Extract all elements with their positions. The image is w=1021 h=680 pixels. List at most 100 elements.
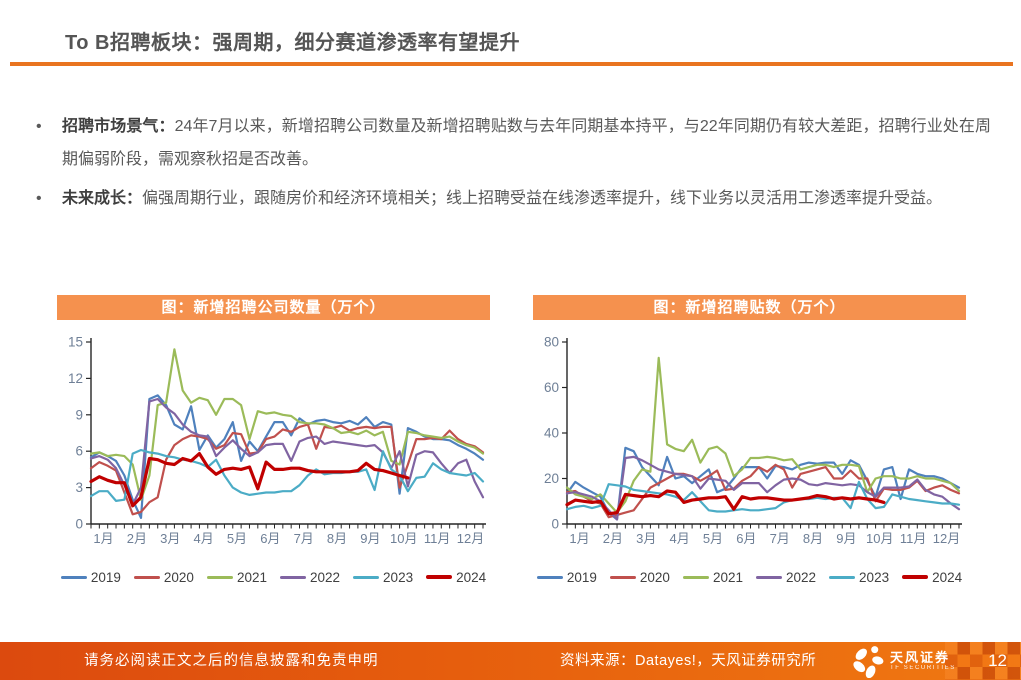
x-tick-label: 7月 (294, 531, 314, 546)
legend-item-2019: 2019 (60, 569, 121, 585)
y-tick-label: 6 (75, 444, 83, 459)
legend-swatch-2023 (829, 575, 856, 579)
x-tick-label: 1月 (93, 531, 113, 546)
legend-label-2022: 2022 (310, 569, 341, 585)
bullet-marker: • (36, 118, 42, 135)
chart-canvas: 0 20 40 60 80 1月 2月 3月 4月 5月 6月 7月 8月 9月 10月 11月 12月 (544, 335, 962, 546)
footer-mosaic (945, 642, 1021, 680)
x-tick-label: 6月 (260, 531, 280, 546)
legend-label-2023: 2023 (383, 569, 414, 585)
legend-swatch-2021 (682, 575, 709, 579)
x-tick-label: 4月 (669, 531, 689, 546)
bullet-item-growth: • 未来成长：偏强周期行业，跟随房价和经济环境相关；线上招聘受益在线渗透率提升，… (36, 182, 991, 215)
legend-swatch-2020 (609, 575, 636, 579)
chart-canvas: 0 3 6 9 12 15 1月 2月 3月 4月 5月 6月 7月 8月 9月 10月 11月 12月 (68, 335, 486, 546)
brand-name: 天风证券 (890, 650, 951, 666)
tf-securities-logo: 天风证券 TF SECURITIES (851, 645, 956, 678)
y-tick-label: 60 (544, 380, 559, 395)
tf-logo-icon (853, 646, 884, 678)
chart-panel-companies: 图：新增招聘公司数量（万个） 0 3 6 9 12 15 1月 2月 3月 4月 5月 6月 7月 8月 9… (57, 295, 490, 587)
legend-label-2020: 2020 (639, 569, 670, 585)
x-tick-label: 11月 (900, 531, 927, 546)
series-line-2021 (565, 356, 961, 514)
bullet-body: 偏强周期行业，跟随房价和经济环境相关；线上招聘受益在线渗透率提升，线下业务以灵活… (142, 190, 943, 207)
bullet-list: • 招聘市场景气：24年7月以来，新增招聘公司数量及新增招聘贴数与去年同期基本持… (36, 110, 991, 221)
footer-disclaimer: 请务必阅读正文之后的信息披露和免责申明 (84, 653, 379, 669)
x-tick-label: 3月 (636, 531, 656, 546)
bullet-lead: 招聘市场景气： (62, 118, 175, 135)
page-number: 12 (988, 651, 1007, 670)
y-tick-label: 40 (544, 426, 559, 441)
x-tick-label: 11月 (424, 531, 451, 546)
bullet-body: 24年7月以来，新增招聘公司数量及新增招聘贴数与去年同期基本持平，与22年同期仍… (62, 118, 991, 168)
legend-swatch-2022 (756, 575, 782, 579)
legend-swatch-2024 (426, 575, 453, 579)
legend-swatch-2019 (536, 575, 563, 579)
x-tick-label: 6月 (736, 531, 756, 546)
x-tick-label: 4月 (193, 531, 213, 546)
x-tick-label: 9月 (360, 531, 380, 546)
y-tick-label: 0 (75, 517, 83, 532)
legend-label-2020: 2020 (163, 569, 194, 585)
footer-source: 资料来源：Datayes!，天风证券研究所 (560, 653, 817, 669)
title-underline (10, 62, 1013, 66)
line-chart-posts: 0 20 40 60 80 1月 2月 3月 4月 5月 6月 7月 8月 9月 10月 11月 12月 (533, 332, 966, 559)
chart-title-companies: 图：新增招聘公司数量（万个） (57, 295, 490, 320)
legend-item-2024: 2024 (426, 570, 486, 585)
line-chart-companies: 0 3 6 9 12 15 1月 2月 3月 4月 5月 6月 7月 8月 9月 10月 11月 12月 (57, 332, 490, 559)
bullet-marker: • (36, 190, 42, 207)
legend-swatch-2020 (133, 575, 160, 579)
legend-label-2021: 2021 (712, 569, 743, 585)
y-tick-label: 15 (68, 335, 83, 350)
legend-item-2024: 2024 (902, 570, 962, 585)
legend-label-2019: 2019 (566, 569, 597, 585)
y-tick-label: 0 (551, 517, 559, 532)
x-tick-label: 5月 (703, 531, 723, 546)
legend-swatch-2024 (902, 575, 929, 579)
legend-swatch-2023 (353, 575, 380, 579)
legend-item-2021: 2021 (206, 570, 267, 585)
brand-name-en: TF SECURITIES (890, 665, 956, 672)
y-tick-label: 3 (75, 480, 83, 495)
bullet-text: 未来成长：偏强周期行业，跟随房价和经济环境相关；线上招聘受益在线渗透率提升，线下… (62, 182, 991, 215)
x-tick-label: 12月 (457, 531, 484, 546)
legend-label-2019: 2019 (90, 569, 121, 585)
series-line-2021 (89, 348, 485, 501)
x-tick-label: 1月 (569, 531, 589, 546)
bullet-lead: 未来成长： (62, 190, 143, 207)
x-tick-label: 2月 (127, 531, 147, 546)
series-line-2024 (89, 451, 410, 508)
x-tick-label: 10月 (866, 531, 893, 546)
x-tick-label: 9月 (836, 531, 856, 546)
x-tick-label: 3月 (160, 531, 180, 546)
y-tick-label: 80 (544, 335, 559, 350)
legend-swatch-2021 (206, 575, 233, 579)
chart-legend: 2019 2020 2021 2022 2023 2024 (57, 567, 490, 587)
bullet-item-market: • 招聘市场景气：24年7月以来，新增招聘公司数量及新增招聘贴数与去年同期基本持… (36, 110, 991, 176)
series-line-2020 (565, 463, 961, 519)
legend-label-2022: 2022 (786, 569, 817, 585)
x-tick-label: 10月 (390, 531, 417, 546)
y-tick-label: 20 (544, 471, 559, 486)
x-tick-label: 8月 (803, 531, 823, 546)
series-line-2023 (565, 480, 961, 513)
legend-item-2023: 2023 (353, 570, 413, 585)
legend-item-2020: 2020 (609, 569, 670, 585)
x-tick-label: 5月 (227, 531, 247, 546)
legend-item-2022: 2022 (756, 570, 816, 585)
x-tick-label: 8月 (327, 531, 347, 546)
chart-legend: 2019 2020 2021 2022 2023 2024 (533, 567, 966, 587)
legend-item-2020: 2020 (133, 569, 194, 585)
series-line-2024 (565, 489, 886, 516)
footer-bar: 请务必阅读正文之后的信息披露和免责申明 资料来源：Datayes!，天风证券研究… (0, 642, 1021, 680)
bullet-text: 招聘市场景气：24年7月以来，新增招聘公司数量及新增招聘贴数与去年同期基本持平，… (62, 110, 991, 176)
series-line-2020 (89, 423, 485, 516)
series-line-2023 (89, 448, 485, 502)
y-tick-label: 12 (68, 371, 83, 386)
series-line-2019 (565, 446, 961, 521)
legend-label-2024: 2024 (456, 569, 487, 585)
legend-item-2022: 2022 (280, 570, 340, 585)
chart-panel-posts: 图：新增招聘贴数（万个） 0 20 40 60 80 1月 2月 3月 4月 5月 6月 7月 8月 9月… (533, 295, 966, 587)
x-tick-label: 12月 (933, 531, 960, 546)
series-line-2022 (89, 397, 485, 506)
